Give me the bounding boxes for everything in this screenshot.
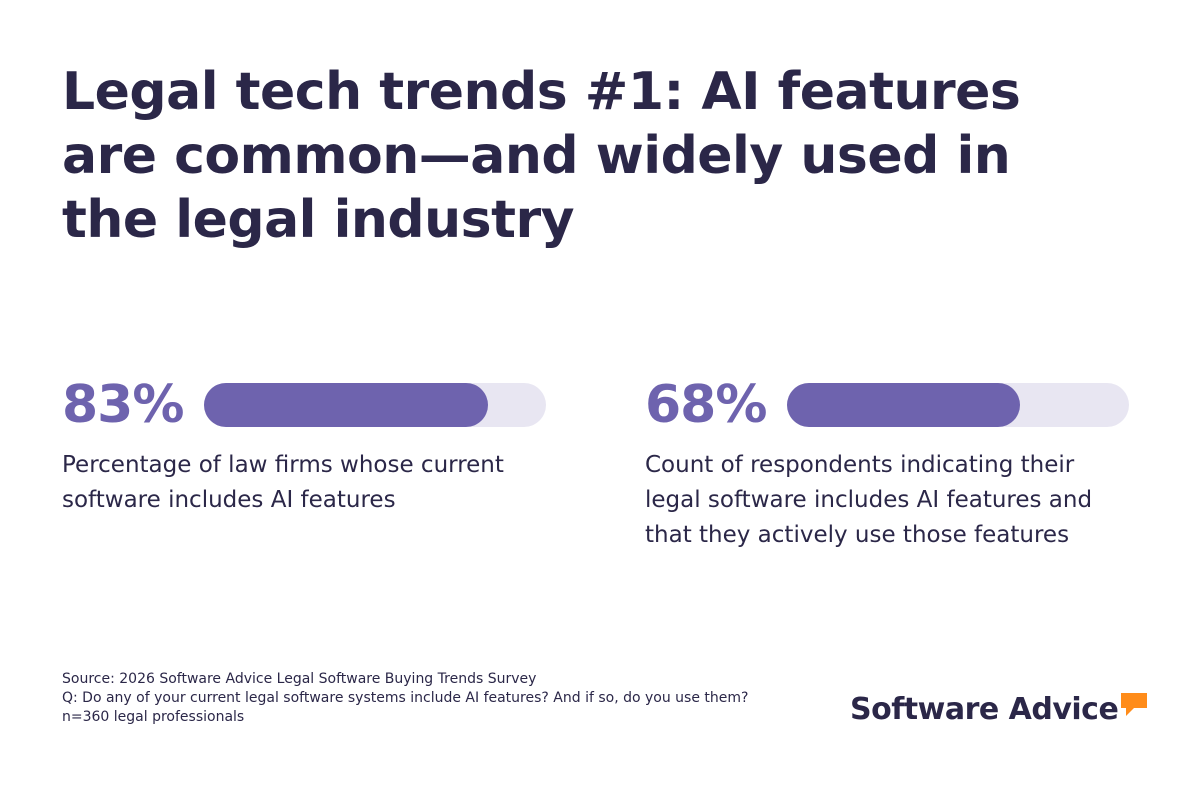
speech-bubble-icon (1120, 692, 1148, 722)
progress-fill (204, 383, 488, 427)
stat-header: 83% (62, 370, 552, 440)
progress-track (204, 383, 546, 427)
page-title: Legal tech trends #1: AI features are co… (62, 62, 1021, 250)
progress-track (787, 383, 1129, 427)
sample-size-line: n=360 legal professionals (62, 709, 245, 725)
logo-text: Software Advice (850, 692, 1119, 727)
progress-fill (787, 383, 1020, 427)
stat-header: 68% (645, 370, 1135, 440)
speech-bubble-shape (1121, 693, 1148, 716)
question-line: Q: Do any of your current legal software… (62, 690, 749, 706)
stat-description: Percentage of law firms whose current so… (62, 452, 504, 513)
stat-card-ai-features: 83% Percentage of law firms whose curren… (62, 370, 552, 518)
source-notes: Source: 2026 Software Advice Legal Softw… (62, 670, 782, 727)
stat-percentage-label: 68% (645, 375, 767, 435)
stat-percentage-label: 83% (62, 375, 184, 435)
source-line: Source: 2026 Software Advice Legal Softw… (62, 671, 537, 687)
software-advice-logo: Software Advice (850, 690, 1148, 730)
stat-description: Count of respondents indicating their le… (645, 452, 1093, 548)
stat-card-ai-usage: 68% Count of respondents indicating thei… (645, 370, 1135, 553)
